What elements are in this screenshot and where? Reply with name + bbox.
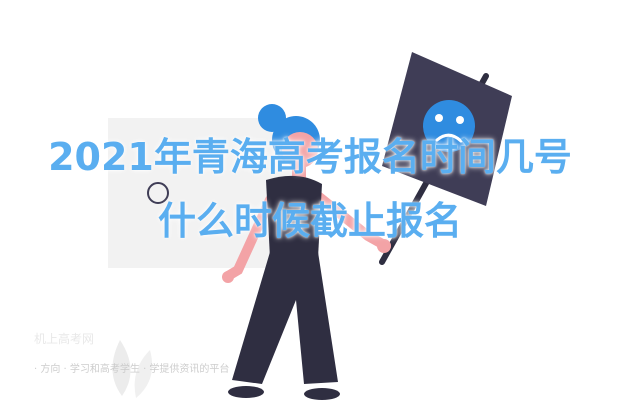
headline-line-1: 2021年青海高考报名时间几号 — [0, 126, 620, 181]
watermark-tagline: · 方向 · 学习和高考学生 · 学提供资讯的平台 — [34, 360, 229, 375]
watermark-title: 机上高考网 — [34, 330, 94, 347]
headline-line-2: 什么时候截止报名 — [0, 190, 620, 245]
